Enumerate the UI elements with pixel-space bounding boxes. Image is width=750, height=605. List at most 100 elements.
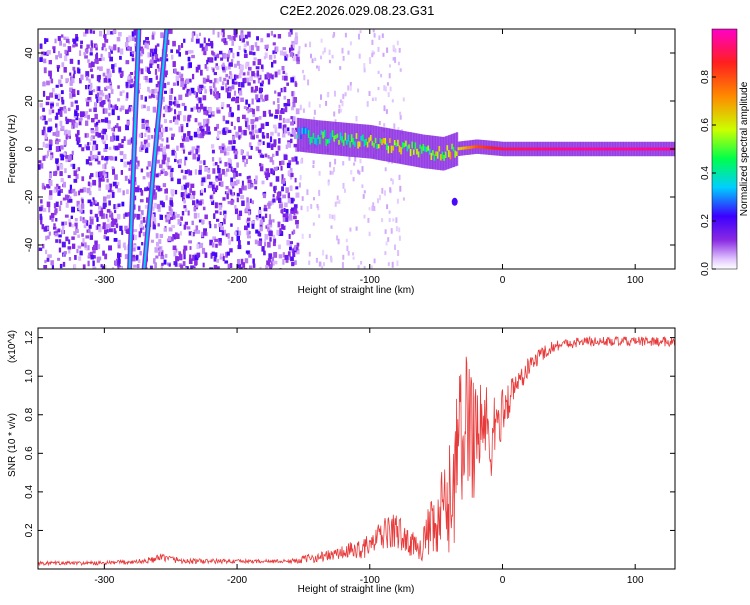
ridge-halo bbox=[327, 121, 330, 155]
noise-cell bbox=[296, 59, 300, 65]
noise-cell bbox=[165, 253, 168, 258]
ridge-halo bbox=[349, 123, 352, 157]
noise-cell bbox=[58, 234, 62, 238]
noise-cell bbox=[336, 195, 339, 200]
x-tick-label: -300 bbox=[94, 575, 114, 586]
noise-cell bbox=[267, 155, 270, 159]
noise-cell bbox=[385, 241, 388, 246]
noise-cell bbox=[202, 95, 207, 101]
noise-cell bbox=[233, 36, 236, 42]
noise-cell bbox=[97, 132, 101, 138]
ridge-cell bbox=[357, 141, 360, 149]
noise-cell bbox=[292, 42, 295, 49]
noise-cell bbox=[344, 188, 346, 193]
noise-cell bbox=[288, 160, 292, 166]
noise-cell bbox=[240, 82, 245, 88]
noise-cell bbox=[189, 50, 194, 54]
x-tick-label: 0 bbox=[500, 275, 506, 286]
noise-cell bbox=[169, 120, 173, 124]
ridge-cell bbox=[519, 147, 522, 151]
noise-cell bbox=[90, 61, 95, 68]
noise-cell bbox=[115, 135, 120, 141]
noise-cell bbox=[87, 142, 90, 146]
noise-cell bbox=[180, 81, 185, 88]
noise-cell bbox=[208, 221, 211, 225]
noise-cell bbox=[225, 186, 229, 190]
noise-cell bbox=[141, 48, 145, 55]
noise-cell bbox=[165, 104, 168, 111]
y-tick-label: 1.0 bbox=[24, 369, 35, 383]
noise-cell bbox=[154, 45, 158, 51]
noise-cell bbox=[250, 146, 253, 150]
noise-cell bbox=[92, 30, 95, 34]
noise-cell bbox=[212, 82, 216, 88]
noise-cell bbox=[81, 176, 85, 182]
noise-cell bbox=[42, 81, 46, 87]
noise-cell bbox=[89, 175, 92, 180]
noise-cell bbox=[292, 116, 296, 122]
noise-cell bbox=[97, 151, 101, 155]
noise-cell bbox=[294, 156, 298, 162]
noise-cell bbox=[263, 56, 266, 60]
noise-cell bbox=[63, 140, 67, 146]
ridge-cell bbox=[303, 126, 306, 135]
noise-cell bbox=[95, 131, 99, 137]
noise-cell bbox=[153, 59, 157, 64]
ridge-halo bbox=[382, 127, 385, 161]
noise-cell bbox=[151, 206, 155, 212]
ridge-halo bbox=[323, 120, 327, 155]
noise-cell bbox=[183, 192, 188, 198]
noise-cell bbox=[110, 88, 114, 94]
noise-cell bbox=[358, 53, 361, 59]
noise-cell bbox=[338, 109, 341, 114]
noise-cell bbox=[46, 96, 50, 101]
ridge-halo bbox=[336, 122, 339, 156]
noise-cell bbox=[223, 229, 227, 236]
noise-cell bbox=[78, 190, 81, 196]
noise-cell bbox=[252, 108, 255, 115]
noise-cell bbox=[249, 108, 253, 113]
noise-cell bbox=[153, 258, 156, 264]
noise-cell bbox=[259, 219, 264, 225]
noise-cell bbox=[46, 257, 50, 262]
noise-cell bbox=[226, 57, 229, 62]
noise-cell bbox=[181, 145, 186, 151]
noise-cell bbox=[193, 131, 198, 138]
noise-cell bbox=[104, 144, 108, 149]
noise-cell bbox=[259, 94, 264, 100]
ridge-cell bbox=[511, 147, 514, 151]
noise-cell bbox=[329, 161, 332, 168]
ridge-cell bbox=[413, 149, 416, 155]
noise-cell bbox=[188, 231, 192, 236]
noise-cell bbox=[187, 49, 192, 54]
noise-cell bbox=[247, 71, 250, 76]
ridge-cell bbox=[317, 134, 320, 140]
noise-cell bbox=[120, 105, 125, 111]
ridge-cell bbox=[600, 147, 604, 151]
colorbar-ticks: 0.00.20.40.60.8 bbox=[700, 70, 716, 276]
ridge-cell bbox=[475, 145, 478, 149]
noise-cell bbox=[223, 213, 227, 219]
noise-cell bbox=[84, 48, 89, 54]
noise-cell bbox=[101, 119, 105, 123]
noise-cell bbox=[252, 258, 255, 264]
noise-cell bbox=[207, 131, 211, 135]
noise-cell bbox=[160, 250, 164, 256]
noise-cell bbox=[180, 216, 183, 221]
noise-cell bbox=[117, 126, 122, 132]
noise-cell bbox=[238, 90, 243, 96]
noise-cell bbox=[163, 259, 167, 265]
ridge-cell bbox=[659, 147, 663, 151]
noise-cell bbox=[85, 29, 89, 34]
noise-cell bbox=[85, 75, 89, 81]
ridge-cell bbox=[441, 151, 444, 159]
noise-cell bbox=[235, 179, 240, 185]
noise-cell bbox=[76, 249, 79, 254]
noise-cell bbox=[119, 48, 124, 55]
noise-cell bbox=[153, 202, 157, 209]
noise-cell bbox=[93, 244, 96, 249]
noise-cell bbox=[267, 241, 271, 248]
noise-cell bbox=[92, 197, 95, 201]
ridge-cell bbox=[421, 146, 424, 154]
noise-cell bbox=[46, 235, 50, 240]
